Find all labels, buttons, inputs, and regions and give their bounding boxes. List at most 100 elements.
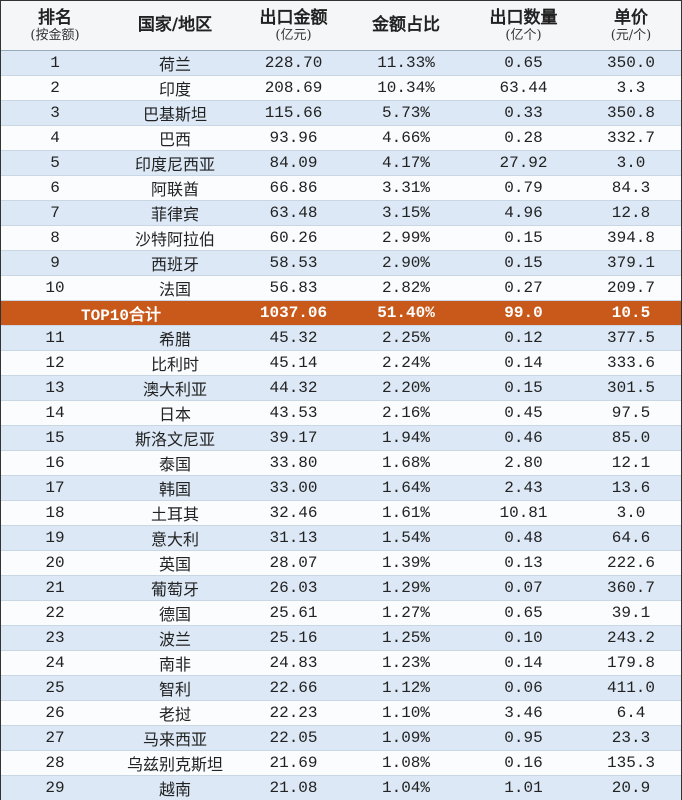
table-cell: 360.7 xyxy=(581,575,681,601)
table-cell: 28.07 xyxy=(241,550,346,576)
table-cell: 27 xyxy=(1,725,109,751)
table-cell: 10.81 xyxy=(466,500,581,526)
table-cell: 0.46 xyxy=(466,425,581,451)
header-row: 排名 (按金额) 国家/地区 出口金额 (亿元) 金额占比 出口数量 (亿个) 单价 (元/个) xyxy=(1,1,681,51)
table-cell: 4.17% xyxy=(346,150,466,176)
table-cell: 115.66 xyxy=(241,100,346,126)
table-row: 12 比利时 45.14 2.24% 0.14 333.6 xyxy=(1,350,681,376)
table-row: 22 德国 25.61 1.27% 0.65 39.1 xyxy=(1,600,681,626)
table-row: 14 日本 43.53 2.16% 0.45 97.5 xyxy=(1,400,681,426)
table-cell: 24.83 xyxy=(241,650,346,676)
table-cell: 0.33 xyxy=(466,100,581,126)
table-cell: 2.43 xyxy=(466,475,581,501)
table-cell: 16 xyxy=(1,450,109,476)
table-cell: 0.14 xyxy=(466,350,581,376)
table-cell: 0.48 xyxy=(466,525,581,551)
table-cell: 333.6 xyxy=(581,350,681,376)
table-cell: 6.4 xyxy=(581,700,681,726)
table-row: 26 老挝 22.23 1.10% 3.46 6.4 xyxy=(1,700,681,726)
table-cell: 8 xyxy=(1,225,109,251)
table-cell: 1.94% xyxy=(346,425,466,451)
table-cell: 西班牙 xyxy=(109,250,241,276)
header-title: 出口数量 xyxy=(489,7,558,28)
table-cell: 60.26 xyxy=(241,225,346,251)
table-cell: 菲律宾 xyxy=(109,200,241,226)
table-cell: 58.53 xyxy=(241,250,346,276)
table-cell: 85.0 xyxy=(581,425,681,451)
table-cell: 0.12 xyxy=(466,325,581,351)
table-cell: 葡萄牙 xyxy=(109,575,241,601)
table-cell: 1.25% xyxy=(346,625,466,651)
table-row: 6 阿联酋 66.86 3.31% 0.79 84.3 xyxy=(1,175,681,201)
header-cell: 出口金额 (亿元) xyxy=(241,1,346,51)
table-cell: 0.15 xyxy=(466,225,581,251)
table-cell: 26 xyxy=(1,700,109,726)
table-cell: 0.65 xyxy=(466,600,581,626)
table-cell: 2.25% xyxy=(346,325,466,351)
table-row: 29 越南 21.08 1.04% 1.01 20.9 xyxy=(1,775,681,800)
table-cell: 208.69 xyxy=(241,75,346,101)
table-cell: 332.7 xyxy=(581,125,681,151)
table-cell: 德国 xyxy=(109,600,241,626)
table-cell: 1.61% xyxy=(346,500,466,526)
table-cell: 希腊 xyxy=(109,325,241,351)
table-cell: 22.05 xyxy=(241,725,346,751)
table-cell: 22 xyxy=(1,600,109,626)
table-cell: 29 xyxy=(1,775,109,800)
table-row: 13 澳大利亚 44.32 2.20% 0.15 301.5 xyxy=(1,375,681,401)
table-cell: 22.23 xyxy=(241,700,346,726)
table-cell: 印度 xyxy=(109,75,241,101)
header-title: 国家/地区 xyxy=(137,15,213,35)
table-row: 25 智利 22.66 1.12% 0.06 411.0 xyxy=(1,675,681,701)
table-cell: 泰国 xyxy=(109,450,241,476)
table-cell: 1.09% xyxy=(346,725,466,751)
table-cell: 21.08 xyxy=(241,775,346,800)
summary-cell: 10.5 xyxy=(581,300,681,326)
table-cell: 14 xyxy=(1,400,109,426)
table-cell: 66.86 xyxy=(241,175,346,201)
table-cell: 2.90% xyxy=(346,250,466,276)
table-cell: 21.69 xyxy=(241,750,346,776)
table-row: 17 韩国 33.00 1.64% 2.43 13.6 xyxy=(1,475,681,501)
table-cell: 135.3 xyxy=(581,750,681,776)
header-cell: 出口数量 (亿个) xyxy=(466,1,581,51)
table-row: 28 乌兹别克斯坦 21.69 1.08% 0.16 135.3 xyxy=(1,750,681,776)
table-row: 16 泰国 33.80 1.68% 2.80 12.1 xyxy=(1,450,681,476)
table-cell: 4.96 xyxy=(466,200,581,226)
table-cell: 0.79 xyxy=(466,175,581,201)
table-cell: 28 xyxy=(1,750,109,776)
table-cell: 2.80 xyxy=(466,450,581,476)
table-cell: 11.33% xyxy=(346,50,466,76)
summary-cell: 99.0 xyxy=(466,300,581,326)
table-row: 8 沙特阿拉伯 60.26 2.99% 0.15 394.8 xyxy=(1,225,681,251)
table-cell: 阿联酋 xyxy=(109,175,241,201)
table-cell: 0.07 xyxy=(466,575,581,601)
table-cell: 1.08% xyxy=(346,750,466,776)
table-row: 21 葡萄牙 26.03 1.29% 0.07 360.7 xyxy=(1,575,681,601)
table-row: 23 波兰 25.16 1.25% 0.10 243.2 xyxy=(1,625,681,651)
table-cell: 21 xyxy=(1,575,109,601)
table-cell: 33.80 xyxy=(241,450,346,476)
table-cell: 379.1 xyxy=(581,250,681,276)
table-cell: 0.65 xyxy=(466,50,581,76)
header-title: 出口金额 xyxy=(259,7,328,28)
table-cell: 3 xyxy=(1,100,109,126)
table-cell: 印度尼西亚 xyxy=(109,150,241,176)
table-cell: 31.13 xyxy=(241,525,346,551)
table-cell: 10.34% xyxy=(346,75,466,101)
header-cell: 金额占比 xyxy=(346,1,466,51)
table-cell: 波兰 xyxy=(109,625,241,651)
table-cell: 越南 xyxy=(109,775,241,800)
table-cell: 19 xyxy=(1,525,109,551)
table-cell: 0.15 xyxy=(466,250,581,276)
table-cell: 23 xyxy=(1,625,109,651)
summary-cell: 51.40% xyxy=(346,300,466,326)
table-cell: 1.12% xyxy=(346,675,466,701)
table-cell: 301.5 xyxy=(581,375,681,401)
table-cell: 巴基斯坦 xyxy=(109,100,241,126)
table-cell: 18 xyxy=(1,500,109,526)
table-cell: 3.3 xyxy=(581,75,681,101)
table-cell: 智利 xyxy=(109,675,241,701)
table-cell: 411.0 xyxy=(581,675,681,701)
